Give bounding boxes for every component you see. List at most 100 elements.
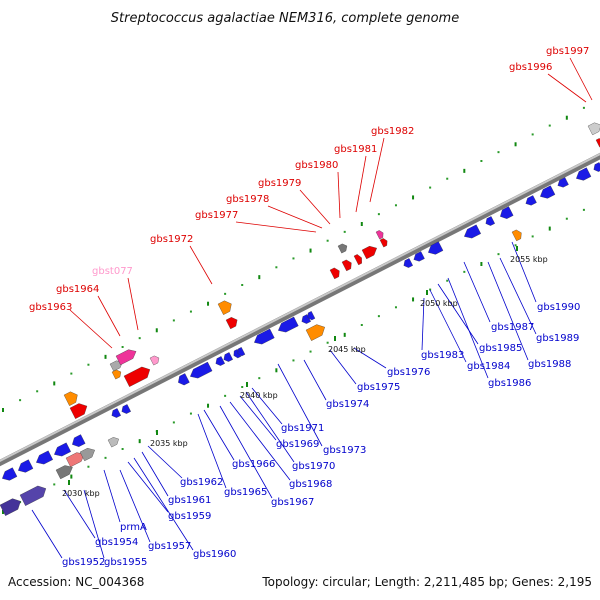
minus-gene [254, 328, 275, 345]
gc-dot [138, 337, 141, 340]
gc-dot [224, 394, 227, 397]
gc-dot [258, 377, 261, 380]
gc-dot [531, 235, 534, 238]
tick-label: 2030 kbp [62, 489, 100, 498]
tick-label: 2045 kbp [328, 345, 366, 354]
gene-label-gbst077: gbst077 [92, 266, 133, 277]
leader-line [245, 391, 295, 463]
gene-label-gbs1980: gbs1980 [295, 160, 338, 171]
gc-dot [70, 372, 73, 375]
gc-dot [309, 248, 312, 253]
gene-label-gbs1990: gbs1990 [537, 302, 580, 313]
gc-dot [326, 341, 329, 344]
gc-dot [87, 465, 90, 468]
gene-label-gbs1955: gbs1955 [104, 557, 147, 568]
plus-gene [353, 254, 362, 266]
gene-features [0, 122, 600, 516]
leader-line [569, 57, 593, 101]
leader-line [487, 261, 529, 361]
minus-gene [278, 316, 299, 333]
leader-line [429, 289, 467, 363]
gene-label-prma: prmA [120, 522, 147, 533]
minus-gene [413, 251, 425, 262]
gc-dot [412, 195, 415, 200]
gc-dot [53, 381, 56, 386]
minus-gene [65, 452, 85, 468]
minus-gene [593, 162, 600, 172]
gc-dot [394, 204, 397, 207]
gene-label-gbs1974: gbs1974 [326, 399, 369, 410]
gc-dot [429, 186, 432, 189]
leader-line [147, 445, 183, 479]
leader-line [31, 509, 63, 559]
plus-gene [149, 355, 160, 366]
gene-label-gbs1984: gbs1984 [467, 361, 510, 372]
gc-dot [155, 328, 158, 333]
plus-gene [587, 122, 600, 136]
leader-line [337, 171, 341, 219]
tick-mark [516, 246, 518, 251]
gc-dot [275, 266, 278, 269]
minus-gene [500, 206, 514, 219]
minus-gene [525, 195, 537, 206]
leader-line [299, 189, 331, 225]
plus-gene [217, 300, 232, 315]
gene-label-gbs1967: gbs1967 [271, 497, 314, 508]
leader-line [329, 349, 357, 385]
gene-label-gbs1960: gbs1960 [193, 549, 236, 560]
minus-gene [111, 408, 121, 418]
plus-gene [329, 267, 340, 280]
leader-line [141, 451, 169, 497]
plus-gene [511, 229, 522, 242]
minus-gene [121, 404, 131, 414]
minus-gene [178, 373, 190, 386]
plus-gene [337, 243, 348, 254]
gene-label-gbs1997: gbs1997 [546, 46, 589, 57]
gc-dot [121, 448, 124, 450]
gc-dot [531, 133, 534, 136]
plus-gene [63, 391, 78, 406]
gc-dot [104, 456, 107, 459]
gc-dot [121, 346, 124, 348]
gene-label-gbs1978: gbs1978 [226, 194, 269, 205]
map-title: Streptococcus agalactiae NEM316, complet… [111, 11, 459, 26]
gene-label-gbs1988: gbs1988 [528, 359, 571, 370]
gc-dot [480, 262, 483, 266]
gc-dot [2, 408, 4, 412]
gc-dots-outer [2, 106, 585, 412]
gc-dot [53, 483, 56, 486]
gc-dot [565, 217, 568, 220]
leader-line [369, 137, 385, 203]
leader-line [127, 277, 139, 331]
plus-gene [341, 259, 352, 272]
minus-gene [72, 434, 86, 447]
minus-gene [540, 185, 556, 199]
gc-dot [377, 315, 380, 318]
gene-label-gbs1987: gbs1987 [491, 322, 534, 333]
tick-label: 2055 kbp [510, 255, 548, 264]
minus-gene [464, 224, 481, 239]
leader-line [133, 457, 194, 551]
gc-dot [377, 213, 380, 216]
topology-text: Topology: circular; Length: 2,211,485 bp… [261, 575, 592, 589]
minus-gene [79, 448, 95, 462]
leader-line [83, 489, 105, 559]
gc-dot [480, 160, 483, 162]
gene-label-gbs1983: gbs1983 [421, 350, 464, 361]
tick-label: 2050 kbp [420, 299, 458, 308]
gene-label-gbs1962: gbs1962 [180, 477, 223, 488]
gc-dot [497, 151, 500, 154]
gc-dot [275, 368, 278, 373]
tick-mark [68, 480, 70, 485]
gene-label-gbs1954: gbs1954 [95, 537, 138, 548]
minus-gene [107, 437, 119, 448]
minus-gene [54, 442, 71, 457]
gene-label-gbs1961: gbs1961 [168, 495, 211, 506]
plus-gene [375, 230, 384, 240]
leader-line [437, 283, 479, 345]
genome-backbone [0, 152, 600, 467]
leader-line [119, 469, 151, 543]
leader-line [219, 405, 273, 499]
plus-gene [361, 246, 377, 260]
